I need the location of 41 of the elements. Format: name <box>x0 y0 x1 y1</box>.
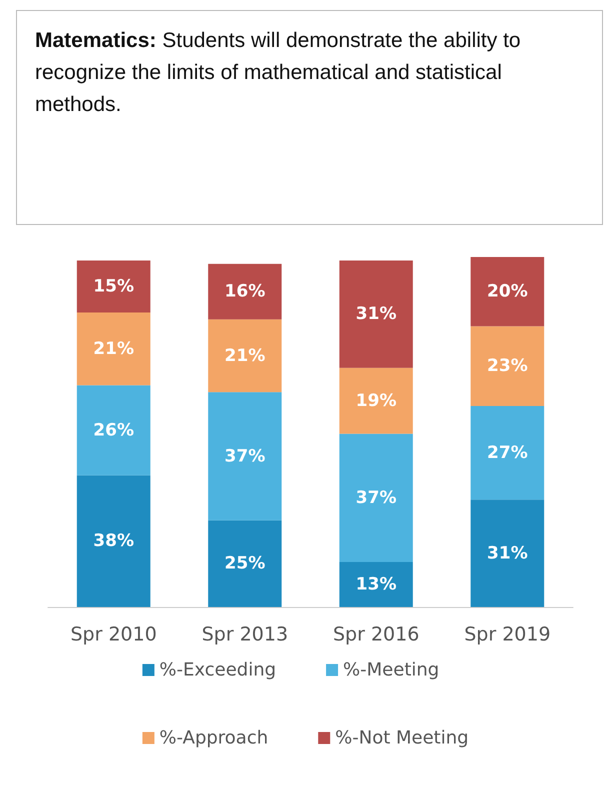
bar <box>339 260 413 368</box>
bar <box>339 434 413 562</box>
x-tick-label: Spr 2010 <box>70 624 157 646</box>
data-label: 31% <box>487 543 528 564</box>
bar <box>76 312 150 386</box>
bar <box>470 500 544 607</box>
legend-label: %-Not Meeting <box>335 728 469 748</box>
data-label: 15% <box>93 276 134 296</box>
data-label: 37% <box>224 446 266 466</box>
bar <box>76 260 150 312</box>
x-tick-label: Spr 2013 <box>202 624 288 646</box>
bar <box>208 264 282 320</box>
bar <box>76 475 150 607</box>
bar <box>208 392 282 520</box>
x-tick-label: Spr 2016 <box>332 624 420 646</box>
data-label: 31% <box>356 304 396 324</box>
bar <box>208 520 282 607</box>
data-label: 38% <box>93 531 134 552</box>
data-label: 13% <box>356 574 396 594</box>
bar <box>208 319 282 392</box>
legend-label: %-Meeting <box>343 660 440 680</box>
bar <box>339 562 413 607</box>
legend-label: %-Approach <box>159 728 268 748</box>
data-label: 16% <box>224 282 266 302</box>
x-tick-label: Spr 2019 <box>464 624 551 646</box>
data-label: 27% <box>487 442 528 463</box>
chart-title: Matematics: <box>35 29 156 52</box>
data-label: 25% <box>224 554 266 574</box>
legend-label: %-Exceeding <box>159 660 276 680</box>
data-label: 23% <box>487 356 528 376</box>
bar <box>76 385 150 476</box>
data-label: 21% <box>224 346 266 366</box>
bar <box>470 326 544 406</box>
bar <box>339 368 413 434</box>
data-label: 37% <box>356 488 396 508</box>
data-label: 19% <box>356 390 396 411</box>
data-label: 26% <box>93 420 134 440</box>
data-label: 21% <box>93 338 134 359</box>
bar <box>470 406 544 500</box>
bar <box>470 257 544 326</box>
data-label: 20% <box>487 282 528 302</box>
